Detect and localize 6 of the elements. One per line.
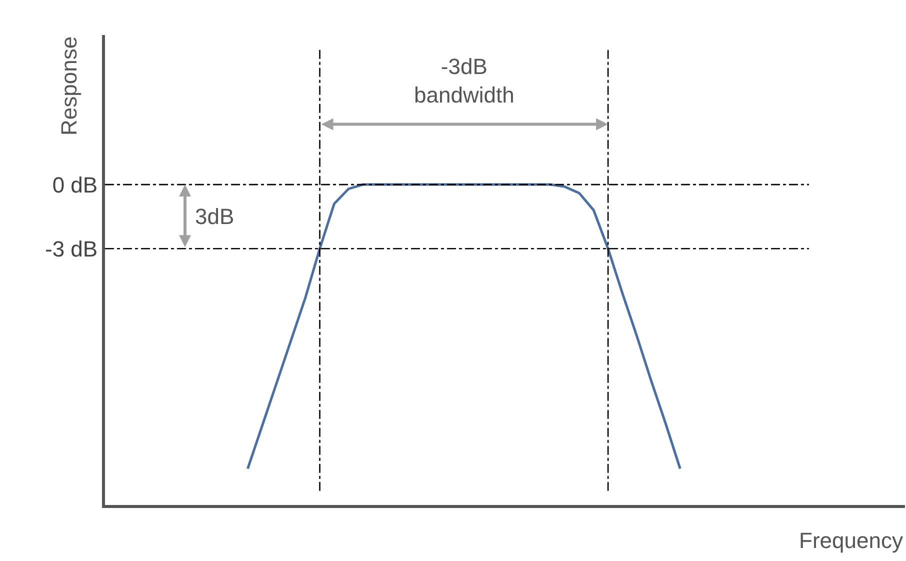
y-tick-label: -3 dB <box>45 236 98 262</box>
text: Frequency <box>799 528 903 553</box>
text: 3dB <box>195 204 234 229</box>
y-tick-label: 0 dB <box>52 172 98 198</box>
y-axis-title: Response <box>56 36 82 136</box>
annotation: -3dB bandwidth <box>414 54 514 108</box>
